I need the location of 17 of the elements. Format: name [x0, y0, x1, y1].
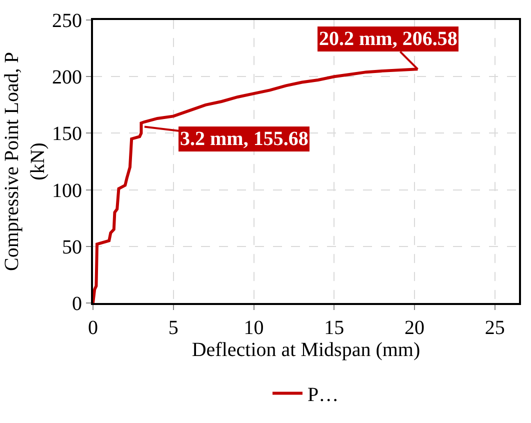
y-tick-label: 150 — [52, 123, 82, 146]
y-tick-label: 200 — [52, 66, 82, 89]
x-tick-label: 25 — [484, 317, 505, 339]
y-tick-label: 50 — [62, 236, 82, 258]
x-tick-label: 15 — [324, 317, 344, 339]
y-tick-label: 0 — [72, 293, 82, 315]
legend-label: P… — [308, 384, 339, 406]
annotation: 3.2 mm, 155.68 — [180, 128, 308, 150]
y-tick-label: 250 — [52, 10, 82, 32]
y-tick-label: 100 — [52, 180, 82, 202]
x-tick-label: 20 — [404, 317, 425, 339]
annotation: 20.2 mm, 206.58 — [319, 28, 458, 50]
x-tick-label: 10 — [244, 317, 264, 339]
x-axis-title: Deflection at Midspan (mm) — [192, 339, 420, 361]
x-tick-label: 5 — [168, 317, 178, 339]
y-axis-title: Compressive Point Load, P (kN) — [1, 52, 49, 271]
x-tick-label: 0 — [88, 317, 98, 339]
